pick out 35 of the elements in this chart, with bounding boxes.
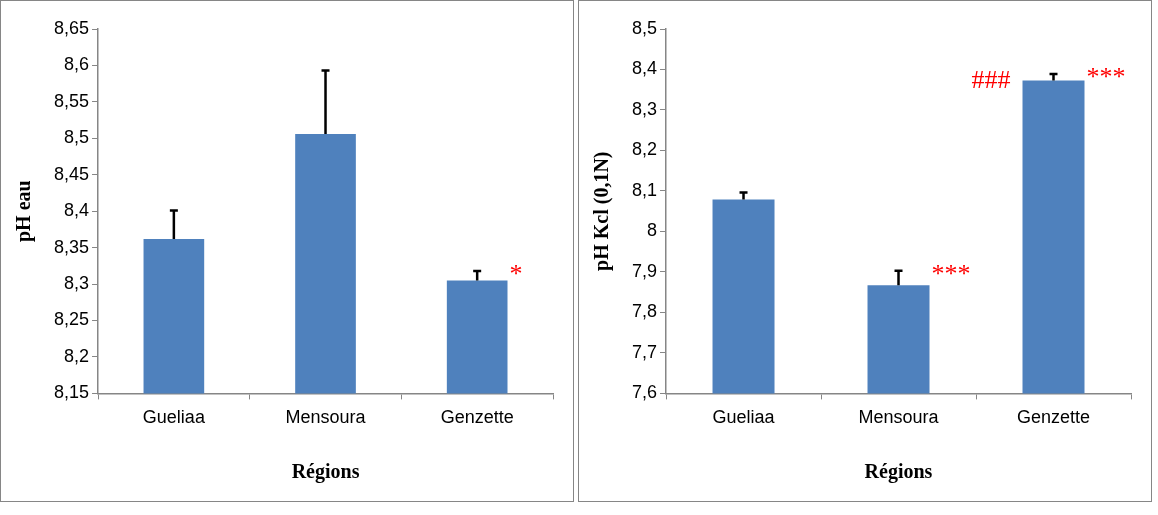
x-tick-label: Mensoura bbox=[285, 407, 367, 428]
y-tick-label: 8,4 bbox=[631, 58, 658, 79]
y-tick-label: 8,5 bbox=[631, 17, 658, 38]
y-tick-label: 8,55 bbox=[53, 90, 90, 111]
y-tick-label: 8,25 bbox=[53, 309, 90, 330]
y-tick-label: 8,2 bbox=[631, 139, 658, 160]
y-tick-label: 7,6 bbox=[631, 382, 658, 403]
annotation: ### bbox=[971, 65, 1011, 95]
y-tick-label: 7,8 bbox=[631, 301, 658, 322]
y-tick-label: 7,7 bbox=[631, 341, 658, 362]
y-tick-label: 8,5 bbox=[64, 127, 90, 148]
x-axis-title: Régions bbox=[291, 460, 360, 484]
y-tick-label: 8 bbox=[647, 220, 658, 241]
annotation: *** bbox=[931, 258, 971, 288]
y-tick-label: 7,9 bbox=[631, 260, 658, 281]
y-tick-label: 8,45 bbox=[53, 163, 90, 184]
y-tick-label: 8,15 bbox=[53, 382, 90, 403]
y-tick-label: 8,6 bbox=[64, 54, 90, 75]
x-tick-label: Genzette bbox=[440, 407, 514, 428]
y-axis-title: pH eau bbox=[12, 180, 36, 243]
y-tick-label: 8,3 bbox=[631, 98, 658, 119]
x-tick-label: Gueliaa bbox=[142, 407, 206, 428]
x-tick-label: Gueliaa bbox=[712, 407, 776, 428]
y-tick-label: 8,1 bbox=[631, 179, 658, 200]
x-tick-label: Mensoura bbox=[858, 407, 940, 428]
x-tick-label: Genzette bbox=[1016, 407, 1091, 428]
y-tick-label: 8,2 bbox=[64, 345, 90, 366]
y-axis-title: pH Kcl (0,1N) bbox=[590, 151, 614, 271]
y-tick-label: 8,4 bbox=[64, 200, 90, 221]
y-tick-label: 8,65 bbox=[53, 17, 90, 38]
annotation: * bbox=[509, 258, 523, 288]
y-tick-label: 8,3 bbox=[64, 273, 90, 294]
y-tick-label: 8,35 bbox=[53, 236, 90, 257]
x-axis-title: Régions bbox=[864, 460, 933, 484]
annotation: *** bbox=[1086, 61, 1126, 91]
